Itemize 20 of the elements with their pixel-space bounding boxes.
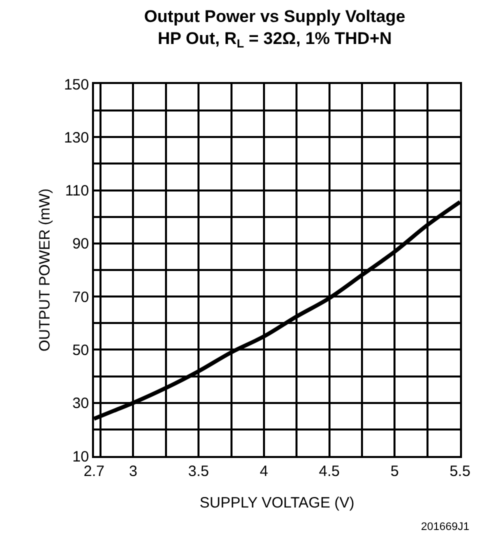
y-tick-label: 130 bbox=[64, 129, 89, 146]
y-tick-label: 150 bbox=[64, 76, 89, 94]
y-tick-label: 90 bbox=[72, 236, 89, 253]
x-tick-label: 4 bbox=[260, 463, 268, 480]
y-tick-label: 70 bbox=[72, 288, 89, 306]
x-tick-label: 4.5 bbox=[318, 463, 340, 480]
y-tick-label: 10 bbox=[72, 448, 89, 466]
text: 201669J1 bbox=[421, 521, 470, 533]
chart-subtitle: HP Out, R$_{L}$ = 32Ω, 1% THD+N bbox=[158, 29, 392, 51]
x-tick-label: 5 bbox=[390, 463, 399, 480]
x-tick-label: 3.5 bbox=[188, 463, 209, 480]
x-tick-label: 3 bbox=[129, 463, 138, 480]
x-tick-label: 5.5 bbox=[450, 463, 470, 480]
y-tick-label: 50 bbox=[72, 342, 89, 359]
y-tick-label: 110 bbox=[65, 182, 89, 200]
x-tick-label: 2.7 bbox=[84, 463, 104, 480]
x-axis-title: SUPPLY VOLTAGE (V) bbox=[200, 494, 354, 512]
chart-title: Output Power vs Supply Voltage bbox=[144, 6, 406, 26]
y-axis-title: OUTPUT POWER (mW) bbox=[36, 188, 54, 352]
y-tick-label: 30 bbox=[72, 395, 89, 412]
